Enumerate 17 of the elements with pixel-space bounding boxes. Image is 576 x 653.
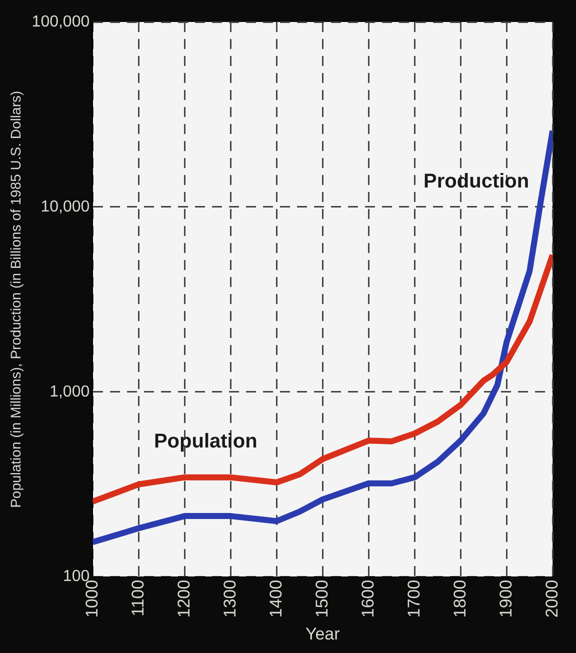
- x-tick-label: 1600: [358, 580, 378, 618]
- x-axis-title: Year: [305, 624, 340, 644]
- x-tick-label: 2000: [542, 580, 562, 618]
- x-tick-label: 1500: [312, 580, 332, 618]
- x-tick-label: 1300: [220, 580, 240, 618]
- x-tick-label: 1100: [128, 580, 148, 616]
- y-axis-title: Population (in Millions), Production (in Billions of 1985 U.S. Dollars): [7, 90, 24, 508]
- y-tick-label: 10,000: [40, 198, 90, 216]
- x-tick-label: 1700: [404, 580, 424, 618]
- y-tick-label: 1,000: [50, 383, 90, 400]
- x-tick-label: 1200: [174, 580, 194, 618]
- series-label: Production: [424, 170, 530, 192]
- series-label: Population: [154, 430, 258, 452]
- y-tick-label: 100,000: [32, 13, 90, 30]
- x-tick-label: 1900: [496, 580, 516, 618]
- x-tick-label: 1800: [450, 580, 470, 618]
- x-tick-label: 1400: [266, 580, 286, 618]
